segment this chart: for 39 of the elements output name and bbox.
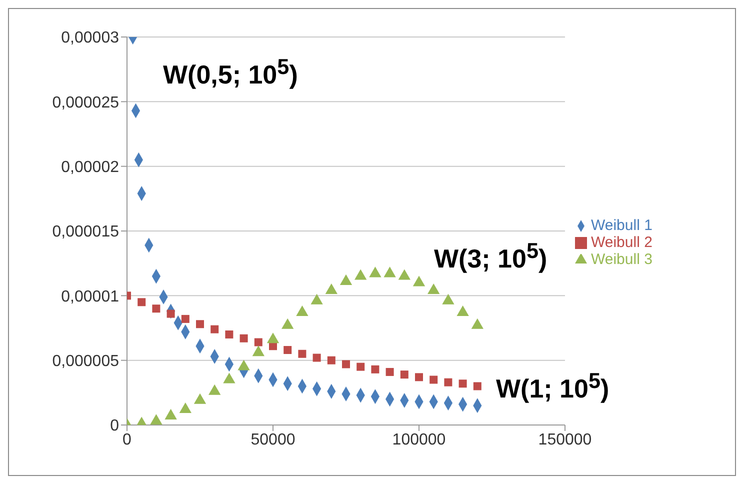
x-tick-label: 150000 [538, 431, 592, 448]
point [371, 365, 380, 374]
point [386, 368, 394, 376]
y-tick-label: 0 [110, 418, 120, 435]
y-tick-label: 0,00002 [61, 159, 120, 176]
point [254, 338, 262, 346]
point [458, 380, 467, 388]
point [444, 378, 452, 386]
annotation: W(0,5; 10$^{5}$) [163, 53, 298, 91]
x-tick-label: 100000 [392, 431, 446, 448]
point [415, 373, 423, 382]
point [356, 362, 365, 371]
point [181, 314, 190, 323]
point [430, 376, 438, 384]
legend-label: Weibull 1 [591, 216, 652, 234]
point [312, 354, 321, 362]
point [152, 304, 160, 313]
point [327, 356, 336, 364]
point [473, 382, 482, 390]
y-tick-label: 0,00001 [61, 288, 120, 306]
annotation: W(1; 10$^{5}$) [496, 367, 610, 405]
annotation: W(3; 10$^{5}$) [434, 237, 548, 275]
y-tick-label: 0,000025 [52, 94, 120, 112]
point [298, 350, 306, 358]
legend-label: Weibull 2 [591, 234, 652, 250]
legend-label: Weibull 3 [591, 250, 652, 268]
point [284, 346, 292, 354]
point [400, 370, 408, 379]
point [196, 320, 204, 328]
y-tick-label: 0,000015 [52, 224, 120, 241]
point [240, 334, 248, 342]
x-tick-label: 0 [122, 431, 132, 448]
y-tick-label: 0,00003 [61, 30, 120, 47]
point [342, 360, 350, 368]
point [138, 298, 146, 306]
point [225, 330, 234, 338]
point [210, 325, 219, 334]
x-tick-label: 50000 [250, 431, 296, 448]
y-tick-label: 0,000005 [52, 353, 120, 370]
